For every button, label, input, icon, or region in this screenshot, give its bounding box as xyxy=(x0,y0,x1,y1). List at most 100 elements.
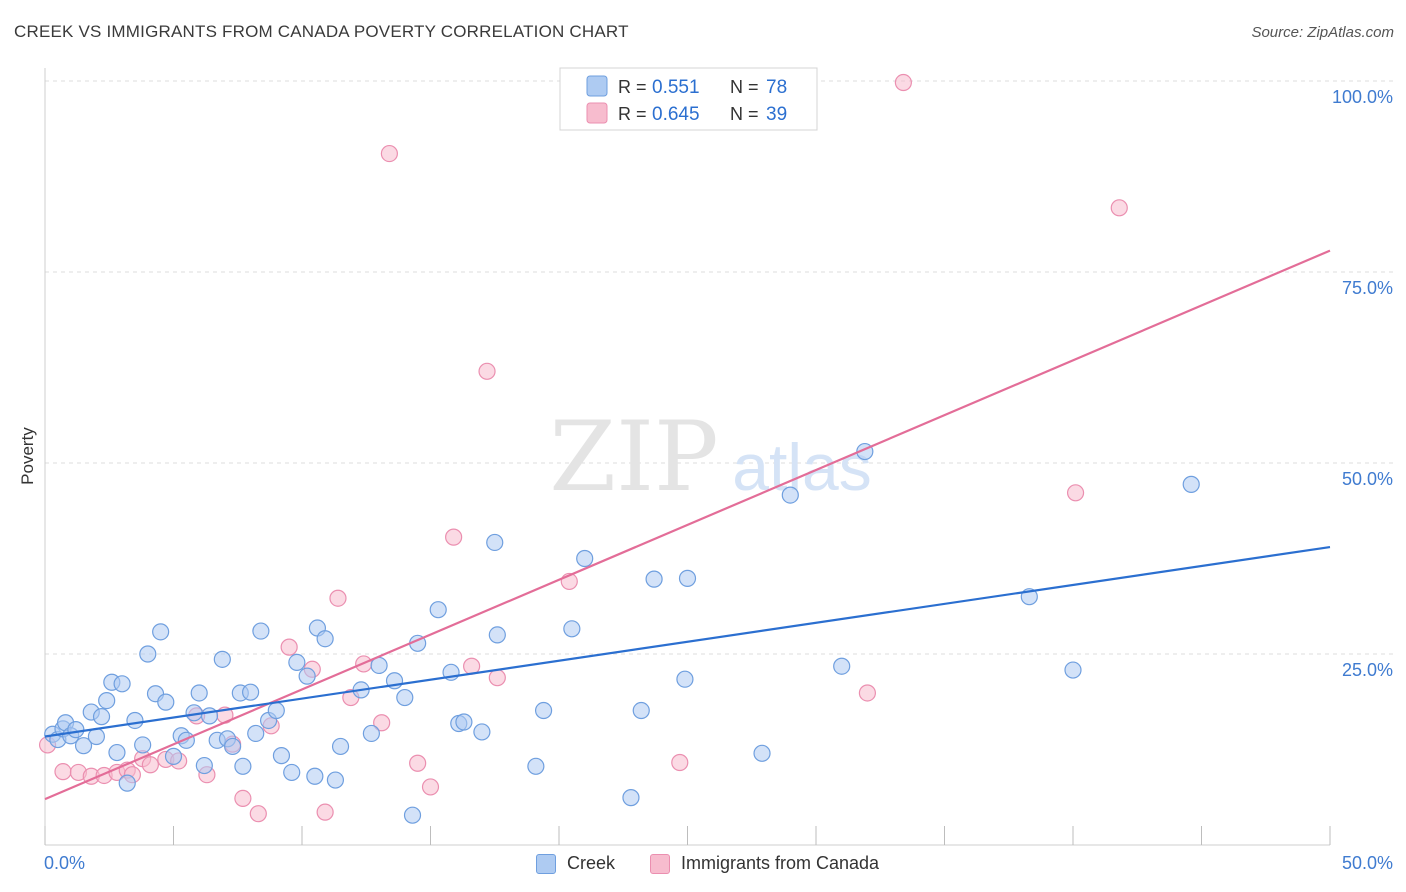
creek-point-65 xyxy=(576,549,594,568)
legend-canada-swatch xyxy=(586,102,608,124)
legend-bottom-canada-swatch xyxy=(650,853,670,874)
canada-point-22 xyxy=(329,589,347,607)
creek-point-25 xyxy=(190,684,208,702)
canada-point-31 xyxy=(478,362,496,380)
creek-point-72 xyxy=(781,486,799,504)
creek-point-26 xyxy=(195,756,213,775)
creek-point-71 xyxy=(753,744,771,762)
canada-point-36 xyxy=(894,73,912,92)
canada-point-35 xyxy=(858,684,877,702)
creek-point-52 xyxy=(396,688,414,707)
creek-point-16 xyxy=(134,736,152,754)
creek-point-58 xyxy=(455,713,473,731)
y-tick-label-100: 100.0% xyxy=(1332,87,1393,107)
creek-point-73 xyxy=(833,657,851,675)
creek-point-15 xyxy=(126,711,144,730)
creek-point-38 xyxy=(267,701,285,720)
creek-point-40 xyxy=(283,763,301,782)
axes xyxy=(44,68,1331,846)
creek-point-41 xyxy=(288,653,306,672)
y-tick-label-25: 25.0% xyxy=(1342,660,1393,680)
trend-line-canada xyxy=(44,249,1331,801)
creek-point-69 xyxy=(676,670,694,688)
legend-bottom-canada-label: Immigrants from Canada xyxy=(681,853,880,873)
creek-point-45 xyxy=(306,767,324,785)
creek-point-76 xyxy=(1064,661,1082,679)
creek-point-34 xyxy=(242,683,260,701)
canada-point-34 xyxy=(671,753,689,772)
legend-canada-r-label: R = xyxy=(618,104,647,124)
creek-point-21 xyxy=(164,747,183,765)
legend-creek-n-value: 78 xyxy=(766,77,787,98)
creek-point-62 xyxy=(527,757,545,775)
y-tick-label-50: 50.0% xyxy=(1342,469,1393,489)
canada-point-38 xyxy=(1110,199,1128,217)
creek-point-61 xyxy=(488,626,506,644)
legend-canada-n-value: 39 xyxy=(766,104,787,125)
canada-point-19 xyxy=(280,638,298,656)
watermark: ZIP atlas xyxy=(549,401,871,513)
creek-point-39 xyxy=(272,747,291,765)
trend-lines xyxy=(44,249,1331,801)
creek-point-29 xyxy=(213,650,231,668)
legend-bottom-creek: Creek xyxy=(536,853,615,874)
creek-point-67 xyxy=(632,701,650,720)
creek-point-59 xyxy=(473,723,491,741)
legend-creek-r-label: R = xyxy=(618,77,647,97)
creek-point-10 xyxy=(98,692,116,710)
creek-point-36 xyxy=(252,622,270,640)
legend-canada-r-value: 0.645 xyxy=(652,104,700,125)
legend-creek-n-label: N = xyxy=(730,77,759,97)
canada-point-21 xyxy=(316,803,334,821)
creek-point-14 xyxy=(118,774,136,792)
canada-point-16 xyxy=(234,789,252,807)
tick-labels: 25.0% 50.0% 75.0% 100.0% 0.0% 50.0% xyxy=(44,87,1393,873)
legend-bottom: Creek Immigrants from Canada xyxy=(0,850,1406,880)
creek-point-63 xyxy=(534,701,553,720)
series-immigrants-from-canada xyxy=(38,73,1128,823)
y-tick-label-75: 75.0% xyxy=(1342,278,1393,298)
canada-point-9 xyxy=(141,756,159,774)
x-tick-label-min: 0.0% xyxy=(44,853,85,873)
canada-point-37 xyxy=(1066,484,1085,502)
legend-creek-r-value: 0.551 xyxy=(652,77,700,98)
creek-point-35 xyxy=(247,724,265,743)
legend-creek-swatch xyxy=(586,75,608,97)
canada-point-28 xyxy=(421,778,440,796)
creek-point-8 xyxy=(87,727,106,746)
creek-point-66 xyxy=(622,789,640,807)
creek-point-5 xyxy=(67,721,85,739)
canada-point-1 xyxy=(54,763,72,781)
canada-point-25 xyxy=(373,714,391,732)
creek-point-33 xyxy=(234,757,252,775)
source-label: Source: ZipAtlas.com xyxy=(1251,24,1394,41)
creek-point-53 xyxy=(403,806,422,824)
creek-point-77 xyxy=(1182,475,1200,493)
canada-point-32 xyxy=(488,669,506,687)
watermark-zip: ZIP xyxy=(549,401,718,513)
canada-point-17 xyxy=(249,805,267,823)
creek-point-13 xyxy=(113,675,131,693)
creek-point-44 xyxy=(316,630,334,648)
creek-point-60 xyxy=(486,533,504,552)
creek-point-20 xyxy=(157,693,175,711)
canada-point-29 xyxy=(445,528,463,546)
creek-point-9 xyxy=(92,708,111,726)
legend-top: R = 0.551 N = 78 R = 0.645 N = 39 xyxy=(559,67,818,131)
creek-point-55 xyxy=(429,601,447,619)
creek-point-12 xyxy=(108,743,126,762)
legend-bottom-canada: Immigrants from Canada xyxy=(650,853,879,874)
chart-title: CREEK VS IMMIGRANTS FROM CANADA POVERTY … xyxy=(14,22,629,41)
series-creek xyxy=(44,442,1200,824)
creek-point-46 xyxy=(326,771,345,789)
creek-point-64 xyxy=(563,620,581,638)
trend-line-creek xyxy=(44,545,1331,738)
legend-bottom-creek-label: Creek xyxy=(567,853,616,873)
creek-point-70 xyxy=(678,569,697,587)
creek-point-17 xyxy=(139,645,157,663)
canada-point-27 xyxy=(409,754,427,772)
creek-point-49 xyxy=(362,724,380,743)
creek-point-31 xyxy=(224,737,242,756)
x-tick-label-max: 50.0% xyxy=(1342,853,1393,873)
